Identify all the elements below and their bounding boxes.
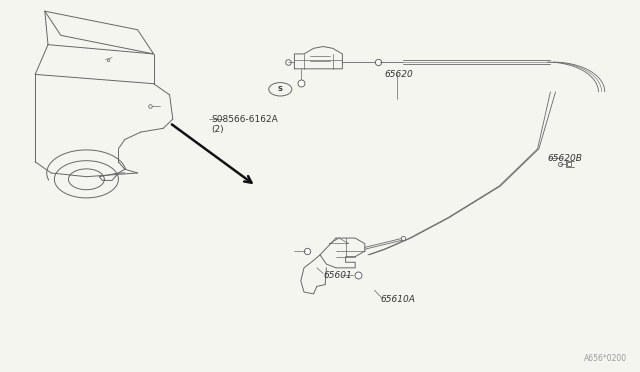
Text: 65610A: 65610A	[381, 295, 415, 304]
Text: 65601: 65601	[323, 271, 352, 280]
Text: 65620B: 65620B	[547, 154, 582, 163]
Text: 65620: 65620	[384, 70, 413, 79]
Text: A656*0200: A656*0200	[584, 354, 627, 363]
Text: S08566-6162A
(2): S08566-6162A (2)	[211, 115, 278, 134]
Text: S: S	[278, 86, 283, 92]
